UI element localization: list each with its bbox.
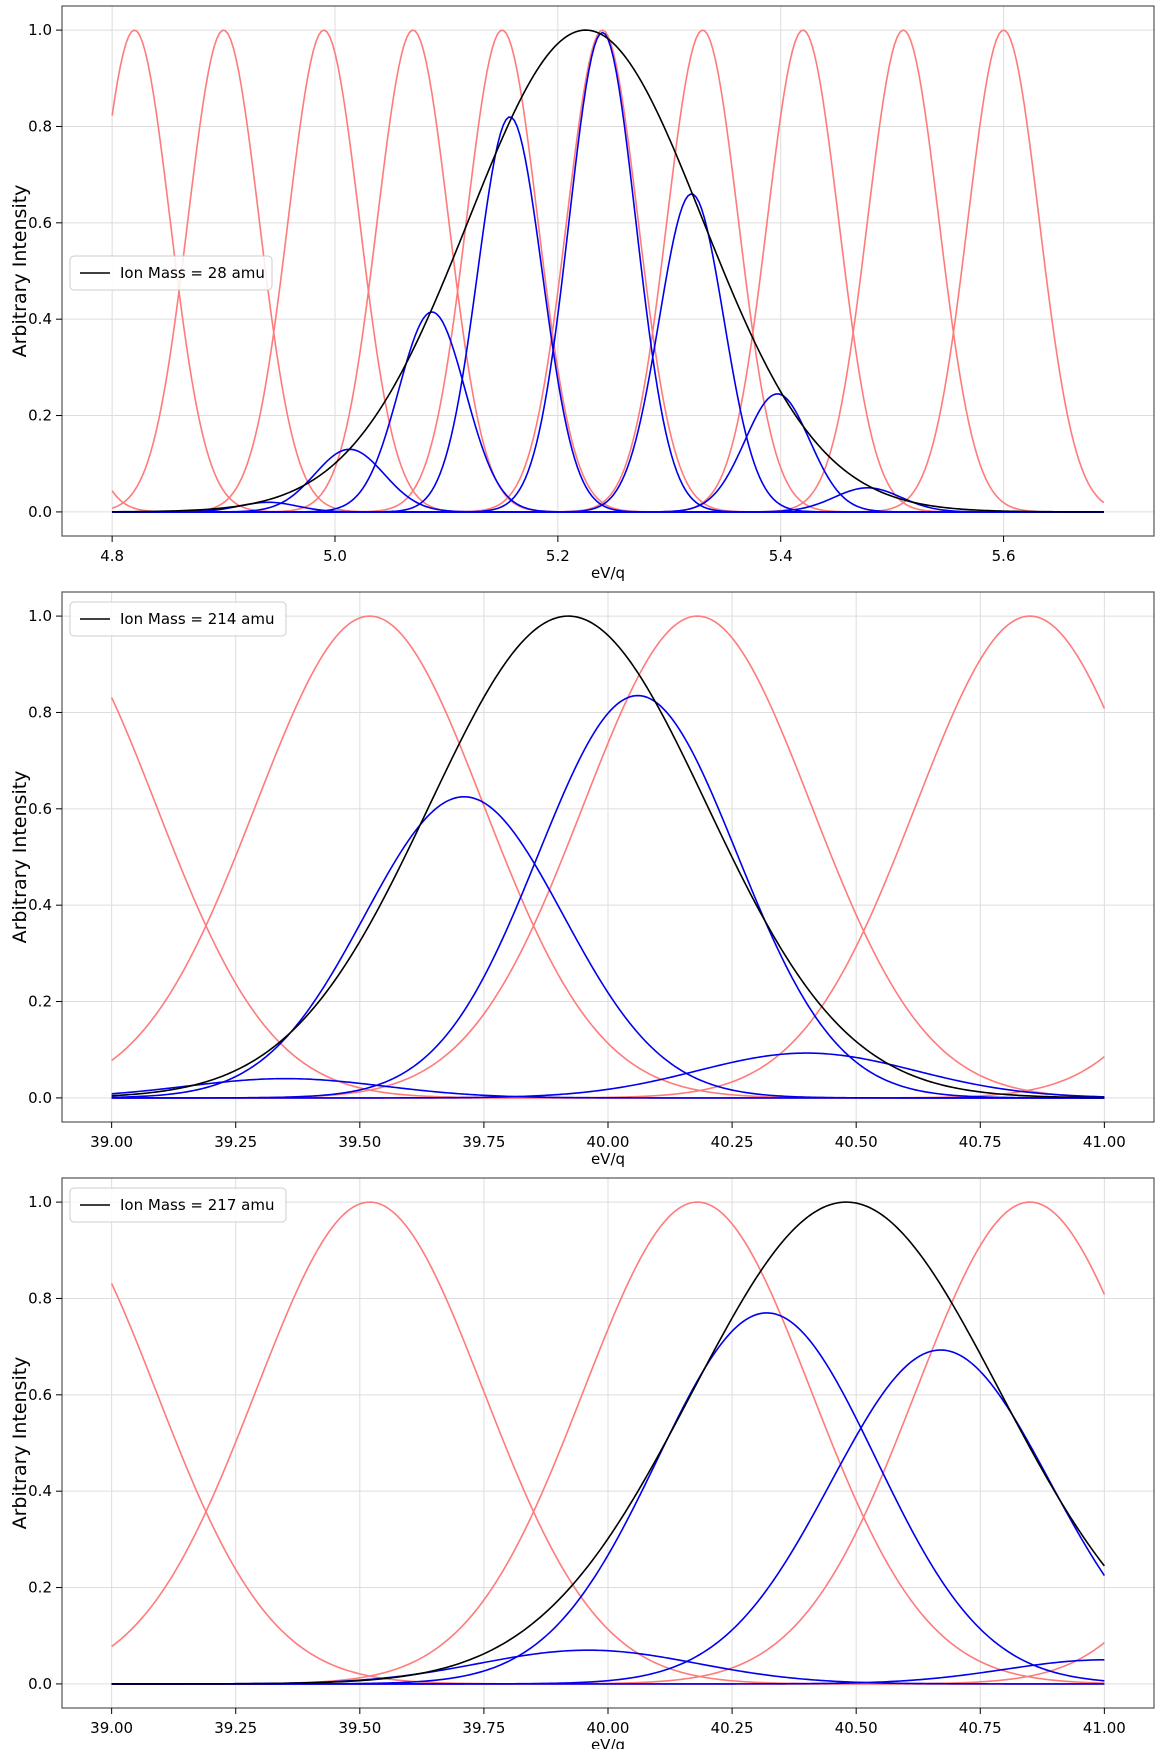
y-tick-label: 0.2: [28, 993, 52, 1011]
axes-frame: [61, 5, 1155, 537]
total-curve: [112, 29, 1104, 513]
tick-marks: [56, 29, 1005, 542]
y-axis-label: Arbitrary Intensity: [9, 771, 31, 944]
chart-panel-3: 39.00 39.25 39.50 39.75 40.00 40.25 40.50 40.75…: [9, 1177, 1155, 1753]
y-tick-label: 0.8: [28, 117, 52, 135]
y-tick-label: 0.2: [28, 407, 52, 425]
y-tick-label: 0.0: [28, 1675, 52, 1693]
y-tick-label: 0.4: [28, 1482, 52, 1500]
legend-label: Ion Mass = 217 amu: [120, 1196, 274, 1214]
component-curve: [112, 193, 1104, 513]
x-tick-label: 39.50: [338, 1133, 381, 1151]
y-axis-label: Arbitrary Intensity: [9, 1357, 31, 1530]
y-tick-label: 0.4: [28, 310, 52, 328]
x-tick-label: 39.75: [462, 1719, 505, 1737]
x-tick-label: 5.2: [546, 547, 570, 565]
grid: [62, 592, 1154, 1122]
x-tick-label: 39.25: [214, 1719, 257, 1737]
x-tick-label: 5.4: [769, 547, 793, 565]
component-curve: [112, 487, 1104, 513]
y-tick-label: 0.6: [28, 1386, 52, 1404]
y-tick-label: 0.8: [28, 1289, 52, 1307]
legend: Ion Mass = 217 amu: [69, 1187, 287, 1223]
x-tick-label: 40.50: [835, 1719, 878, 1737]
legend-box: [69, 601, 287, 637]
y-tick-label: 0.0: [28, 503, 52, 521]
x-tick-label: 40.00: [587, 1133, 630, 1151]
chart-panel-1: 4.8 5.0 5.2 5.4 5.6 0.0 0.2 0.4 0.6 0.8 1.0 eV/q Arb…: [9, 5, 1155, 582]
series-group: [111, 29, 1105, 513]
total-curve: [111, 1201, 1105, 1685]
y-tick-label: 1.0: [28, 21, 52, 39]
x-tick-label: 39.50: [338, 1719, 381, 1737]
x-axis-label: eV/q: [591, 1150, 625, 1168]
x-tick-label: 5.6: [992, 547, 1016, 565]
y-axis-label: Arbitrary Intensity: [9, 185, 31, 358]
x-axis-label: eV/q: [591, 1736, 625, 1749]
x-tick-label: 40.75: [959, 1133, 1002, 1151]
y-tick-label: 0.6: [28, 800, 52, 818]
legend-box: [69, 1187, 287, 1223]
y-tick-label: 0.0: [28, 1089, 52, 1107]
y-tick-label: 0.4: [28, 896, 52, 914]
x-tick-label: 39.75: [462, 1133, 505, 1151]
tick-marks: [56, 1201, 1105, 1714]
legend-label: Ion Mass = 214 amu: [120, 610, 274, 628]
series-group: [110, 1201, 1106, 1685]
y-tick-label: 0.2: [28, 1579, 52, 1597]
x-tick-label: 41.00: [1083, 1719, 1126, 1737]
x-tick-label: 41.00: [1083, 1133, 1126, 1151]
series-group: [110, 615, 1106, 1099]
x-tick-label: 39.00: [90, 1719, 133, 1737]
x-tick-label: 4.8: [100, 547, 124, 565]
tick-marks: [56, 615, 1105, 1128]
x-tick-label: 5.0: [323, 547, 347, 565]
legend: Ion Mass = 214 amu: [69, 601, 287, 637]
x-axis-label: eV/q: [591, 564, 625, 582]
grid: [62, 1178, 1154, 1708]
component-curve: [111, 1052, 1105, 1099]
x-tick-label: 40.50: [835, 1133, 878, 1151]
component-curve: [111, 795, 1105, 1099]
y-tick-label: 1.0: [28, 607, 52, 625]
y-tick-label: 0.8: [28, 703, 52, 721]
x-tick-label: 40.25: [711, 1133, 754, 1151]
total-curve: [111, 615, 1105, 1099]
y-tick-label: 0.6: [28, 214, 52, 232]
x-tick-label: 40.00: [587, 1719, 630, 1737]
x-tick-label: 40.25: [711, 1719, 754, 1737]
legend-box: [69, 255, 273, 291]
x-tick-label: 39.25: [214, 1133, 257, 1151]
component-curve: [112, 116, 1104, 513]
y-tick-label: 1.0: [28, 1193, 52, 1211]
x-tick-label: 40.75: [959, 1719, 1002, 1737]
chart-panel-2: 39.00 39.25 39.50 39.75 40.00 40.25 40.50 40.75…: [9, 591, 1155, 1168]
x-tick-label: 39.00: [90, 1133, 133, 1151]
legend: Ion Mass = 28 amu: [69, 255, 273, 291]
legend-label: Ion Mass = 28 amu: [120, 264, 265, 282]
